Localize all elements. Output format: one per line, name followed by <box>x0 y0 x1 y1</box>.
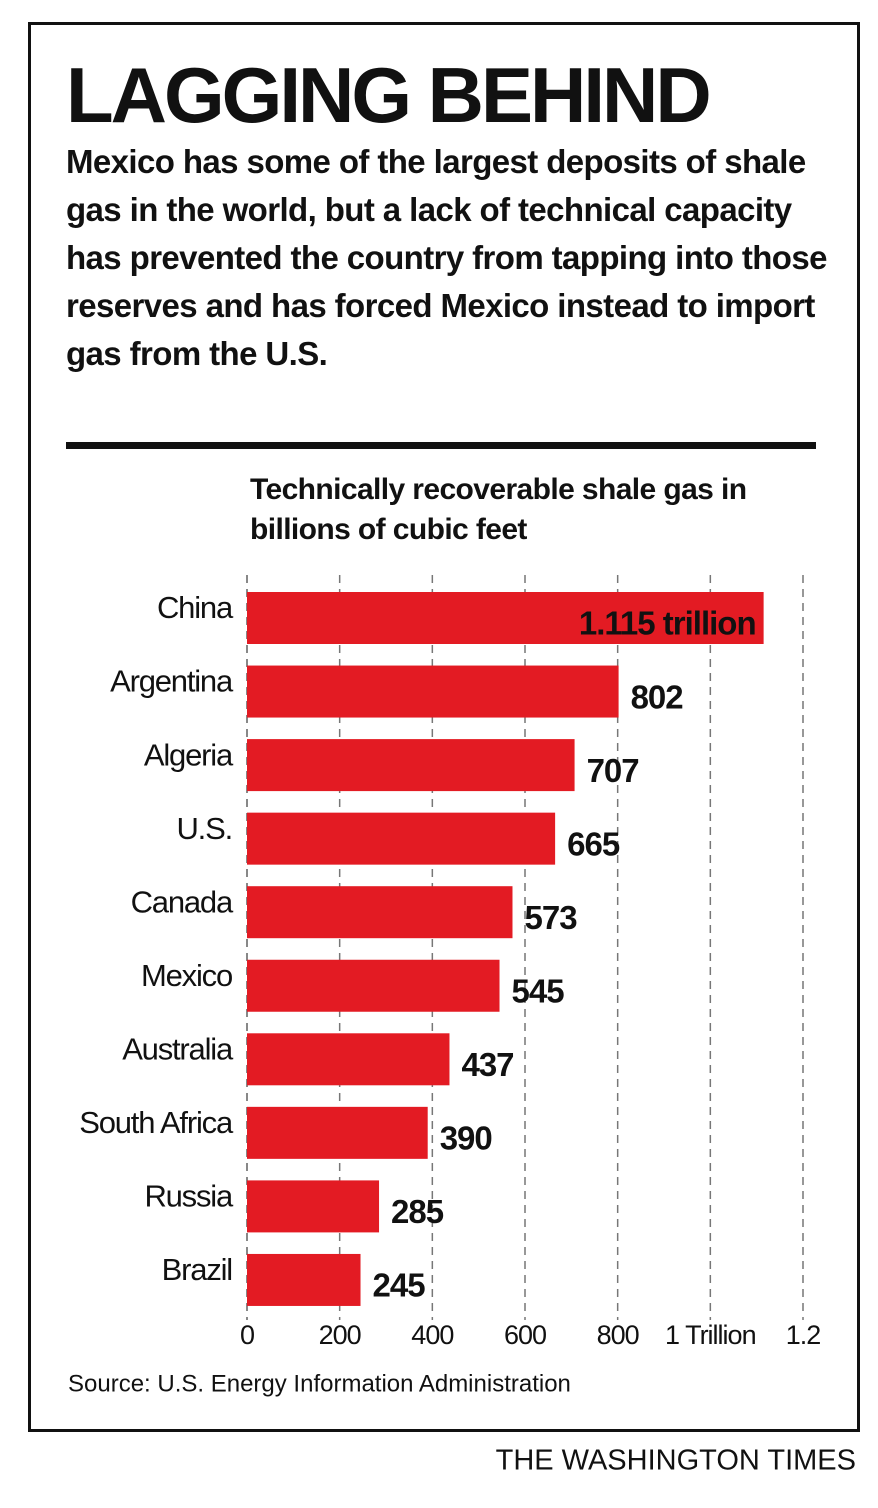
value-label: 390 <box>440 1120 492 1157</box>
bar <box>247 1033 450 1086</box>
value-label: 245 <box>373 1267 426 1304</box>
y-tick-label: Mexico <box>141 958 232 993</box>
bar <box>247 592 764 644</box>
chart-subtitle: Mexico has some of the largest deposits … <box>66 143 827 372</box>
y-tick-label: China <box>157 590 234 625</box>
value-label: 665 <box>567 825 620 862</box>
x-tick-label: 200 <box>319 1320 361 1350</box>
x-tick-label: 1 Trillion <box>665 1320 756 1350</box>
y-tick-label: Canada <box>131 884 234 919</box>
value-label: 545 <box>512 972 565 1009</box>
bar <box>247 739 575 792</box>
y-tick-label: South Africa <box>79 1105 234 1140</box>
bar <box>247 886 513 939</box>
rule <box>66 442 816 449</box>
x-tick-label: 0 <box>240 1320 254 1350</box>
bar <box>247 1106 428 1159</box>
value-label: 1.115 trillion <box>579 605 756 642</box>
frame <box>28 22 860 1432</box>
y-tick-label: U.S. <box>177 811 233 846</box>
y-tick-label: Argentina <box>110 664 234 699</box>
credit: THE WASHINGTON TIMES <box>496 1445 856 1477</box>
y-tick-label: Australia <box>122 1031 234 1066</box>
y-tick-label: Russia <box>144 1179 234 1214</box>
x-tick-label: 800 <box>597 1320 639 1350</box>
value-label: 285 <box>391 1193 444 1230</box>
value-label: 437 <box>461 1046 513 1083</box>
bar <box>247 959 500 1012</box>
bar <box>247 1253 361 1306</box>
bar <box>247 812 556 865</box>
y-tick-label: Brazil <box>162 1252 232 1287</box>
value-label: 802 <box>631 678 684 715</box>
x-tick-label: 600 <box>504 1320 546 1350</box>
x-tick-label: 1.2 <box>786 1320 821 1350</box>
value-label: 707 <box>587 752 639 789</box>
x-tick-label: 400 <box>411 1320 453 1350</box>
bar <box>247 665 619 718</box>
value-label: 573 <box>524 899 577 936</box>
axis-label: Technically recoverable shale gas in bil… <box>250 473 747 546</box>
y-tick-label: Algeria <box>144 737 234 772</box>
bar <box>247 1180 380 1233</box>
source: Source: U.S. Energy Information Administ… <box>68 1370 571 1397</box>
chart-title: LAGGING BEHIND <box>66 51 712 139</box>
